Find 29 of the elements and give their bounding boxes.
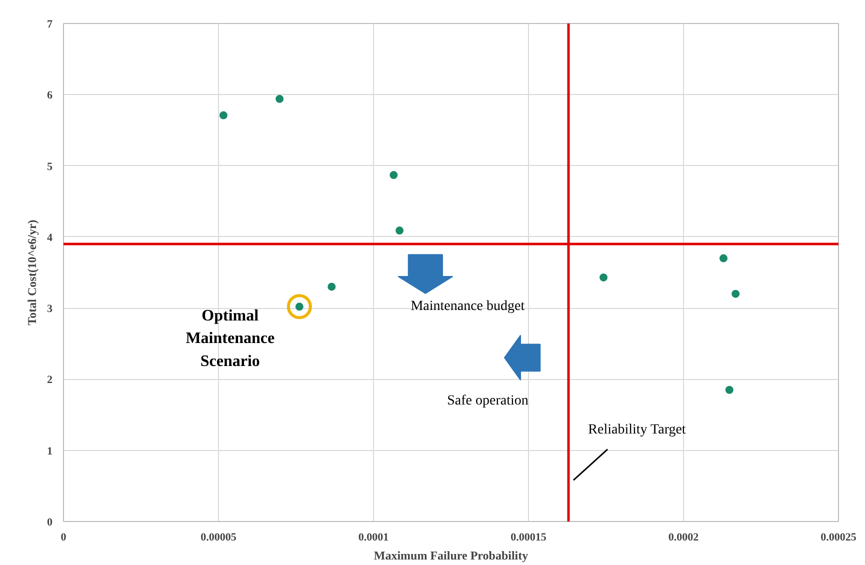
x-tick-label: 0.00005: [200, 532, 237, 544]
annotation: Safe operation: [447, 393, 528, 408]
x-tick-label: 0.0002: [668, 532, 700, 544]
y-tick-label: 3: [47, 303, 53, 316]
x-tick-label: 0.00025: [820, 532, 857, 544]
point: [390, 171, 398, 180]
point: [276, 94, 284, 103]
x-tick-label: 0.0001: [358, 532, 389, 544]
x-tick-label: 0.00015: [510, 532, 547, 544]
y-tick-label: 0: [47, 516, 53, 528]
y-tick-label: 2: [47, 374, 53, 386]
y-tick-label: 7: [47, 18, 53, 30]
x-tick-label: 0: [60, 532, 67, 544]
ref-line-label: Reliability Target: [588, 422, 686, 438]
point: [328, 282, 336, 291]
point: [725, 386, 734, 394]
point: [719, 254, 728, 262]
point: [600, 273, 608, 282]
x-axis-title: Maximum Failure Probability: [374, 548, 528, 562]
point: [732, 290, 740, 298]
y-tick-label: 6: [47, 90, 53, 102]
y-tick-label: 1: [47, 445, 52, 458]
y-axis-title: Total Cost(10^e6/yr): [25, 220, 39, 326]
annotation: Maintenance budget: [410, 298, 525, 314]
point: [219, 111, 228, 120]
y-tick-label: 4: [47, 232, 53, 244]
y-tick-label: 5: [47, 160, 53, 173]
annotation: Optimal Maintenance Scenario: [186, 307, 275, 370]
point: [396, 226, 404, 235]
